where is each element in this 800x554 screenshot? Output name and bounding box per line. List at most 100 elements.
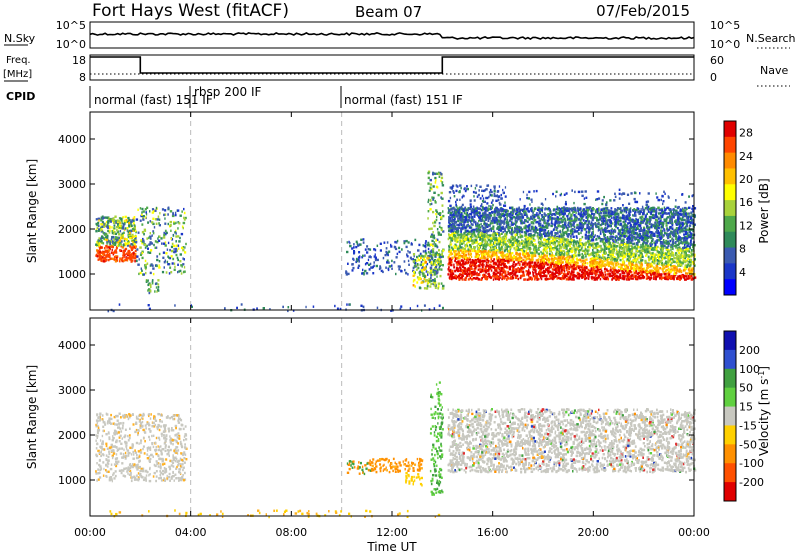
power-cell bbox=[528, 223, 531, 227]
power-cell bbox=[572, 271, 575, 274]
power-cell bbox=[594, 246, 597, 250]
power-cell bbox=[685, 220, 687, 223]
power-cell bbox=[546, 231, 549, 234]
power-cell bbox=[553, 263, 556, 267]
power-cell bbox=[454, 274, 458, 278]
power-cell bbox=[568, 217, 570, 220]
power-cell bbox=[656, 266, 659, 269]
power-cell bbox=[635, 228, 637, 232]
power-cell bbox=[504, 237, 507, 241]
power-cell bbox=[690, 211, 693, 214]
power-cell bbox=[528, 276, 530, 279]
power-cell bbox=[560, 268, 564, 271]
power-cell bbox=[650, 241, 653, 245]
power-cell bbox=[461, 225, 463, 228]
power-cell bbox=[453, 217, 456, 221]
power-cell bbox=[627, 222, 630, 225]
power-cell bbox=[493, 253, 495, 257]
power-cell bbox=[548, 241, 551, 245]
power-cell bbox=[544, 277, 547, 281]
power-cell bbox=[631, 238, 633, 241]
power-cell bbox=[670, 263, 672, 266]
power-cell bbox=[633, 225, 636, 228]
power-cell bbox=[671, 221, 674, 224]
power-cell bbox=[659, 208, 662, 212]
power-cell bbox=[548, 258, 551, 261]
power-cell bbox=[532, 211, 534, 214]
power-cell bbox=[634, 209, 637, 212]
power-cell bbox=[641, 244, 645, 248]
power-cell bbox=[578, 269, 581, 272]
power-cell bbox=[682, 246, 685, 250]
power-cell bbox=[560, 213, 562, 216]
power-cell bbox=[484, 211, 487, 214]
power-cell bbox=[462, 241, 465, 245]
power-cell bbox=[595, 257, 598, 260]
power-cell bbox=[640, 218, 643, 222]
power-cell bbox=[549, 212, 552, 216]
power-cell bbox=[566, 227, 569, 230]
power-cell bbox=[670, 270, 672, 273]
power-cell bbox=[453, 224, 456, 227]
power-cell bbox=[590, 268, 592, 271]
power-cell bbox=[495, 249, 499, 252]
power-cell bbox=[555, 275, 558, 278]
power-cell bbox=[488, 217, 491, 220]
power-cell bbox=[639, 249, 641, 253]
power-cell bbox=[570, 237, 572, 241]
power-cell bbox=[490, 237, 492, 240]
power-cell bbox=[470, 229, 473, 232]
power-cell bbox=[511, 208, 514, 211]
power-cell bbox=[638, 233, 641, 236]
power-cell bbox=[683, 213, 686, 216]
power-cell bbox=[501, 237, 504, 241]
power-cell bbox=[481, 277, 483, 280]
power-cell bbox=[625, 224, 628, 227]
power-cell bbox=[685, 239, 688, 242]
power-cell bbox=[570, 250, 574, 254]
power-cell bbox=[662, 252, 664, 255]
power-cell bbox=[459, 236, 463, 239]
power-cell bbox=[483, 213, 486, 216]
power-cell bbox=[533, 213, 536, 217]
power-cell bbox=[668, 257, 671, 260]
power-cell bbox=[599, 274, 602, 277]
power-cell bbox=[590, 222, 593, 225]
power-cell bbox=[471, 239, 473, 242]
power-cell bbox=[542, 271, 545, 275]
power-cell bbox=[665, 224, 668, 227]
power-cell bbox=[456, 228, 459, 232]
power-cell bbox=[571, 267, 574, 270]
power-cell bbox=[603, 233, 605, 236]
power-cell bbox=[509, 255, 512, 258]
power-cell bbox=[606, 226, 608, 230]
power-cell bbox=[654, 218, 657, 222]
power-cell bbox=[656, 264, 658, 267]
power-cell bbox=[536, 228, 539, 231]
power-cell bbox=[496, 222, 498, 226]
power-cell bbox=[619, 258, 622, 262]
power-cell bbox=[569, 249, 572, 253]
power-cell bbox=[671, 212, 673, 215]
power-cell bbox=[465, 278, 467, 281]
power-cell bbox=[457, 219, 460, 223]
power-cell bbox=[646, 266, 649, 269]
power-cell bbox=[479, 216, 482, 219]
power-cell bbox=[661, 209, 664, 212]
power-cell bbox=[453, 255, 456, 258]
power-cell bbox=[473, 248, 476, 251]
power-cell bbox=[577, 247, 579, 250]
power-cell bbox=[585, 272, 587, 275]
power-cell bbox=[572, 278, 575, 281]
power-cell bbox=[576, 240, 579, 243]
power-cell bbox=[523, 274, 526, 277]
power-cell bbox=[588, 208, 591, 211]
power-cell bbox=[518, 242, 521, 245]
power-cell bbox=[603, 229, 606, 232]
power-cell bbox=[688, 224, 692, 227]
power-cell bbox=[552, 213, 554, 216]
power-cell bbox=[616, 260, 618, 264]
power-cell bbox=[457, 245, 460, 248]
power-cell bbox=[615, 245, 619, 248]
power-cell bbox=[686, 212, 689, 215]
